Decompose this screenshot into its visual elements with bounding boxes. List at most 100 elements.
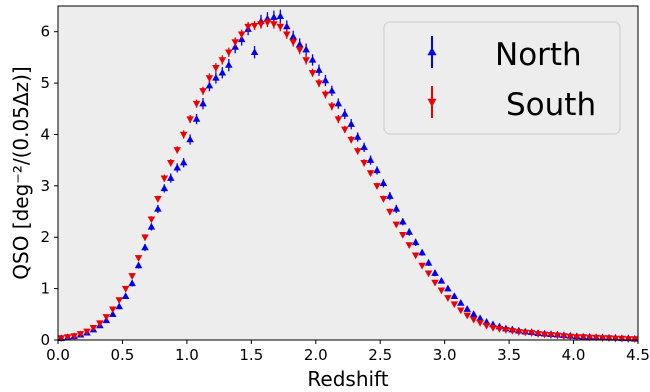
y-tick-label: 3 bbox=[40, 177, 50, 195]
legend-box bbox=[383, 21, 621, 135]
y-tick-label: 2 bbox=[40, 228, 50, 246]
data-point bbox=[270, 21, 278, 29]
data-point bbox=[463, 312, 471, 320]
x-tick-label: 3.0 bbox=[433, 346, 457, 364]
y-tick-label: 1 bbox=[40, 280, 50, 298]
data-point bbox=[154, 195, 162, 203]
data-point bbox=[540, 331, 549, 339]
plot-frame bbox=[57, 5, 639, 341]
data-point bbox=[283, 31, 291, 39]
data-point bbox=[295, 46, 304, 54]
data-point bbox=[76, 331, 85, 338]
data-point bbox=[321, 76, 330, 84]
data-point bbox=[160, 175, 169, 183]
y-axis-title: QSO [deg⁻²/(0.05Δz)] bbox=[9, 66, 33, 279]
data-point bbox=[598, 335, 607, 342]
data-point bbox=[508, 328, 517, 335]
x-tick-label: 1.5 bbox=[239, 346, 263, 364]
x-tick-label: 2.5 bbox=[368, 346, 392, 364]
data-point bbox=[450, 292, 459, 300]
legend-north-triangle bbox=[427, 47, 437, 56]
data-point bbox=[373, 166, 381, 174]
data-point bbox=[154, 204, 162, 212]
data-point bbox=[418, 262, 426, 270]
data-point bbox=[308, 55, 317, 63]
legend-south-label: South bbox=[506, 87, 596, 123]
data-point bbox=[399, 231, 407, 239]
data-point bbox=[437, 276, 446, 284]
legend-south-marker bbox=[427, 86, 437, 118]
data-point bbox=[186, 116, 194, 124]
data-point bbox=[134, 261, 143, 269]
x-tick-label: 4.5 bbox=[626, 346, 650, 364]
data-point bbox=[341, 126, 349, 134]
data-point bbox=[405, 242, 413, 249]
data-point bbox=[547, 332, 555, 339]
x-tick-label: 4.0 bbox=[562, 346, 586, 364]
data-point bbox=[353, 148, 362, 155]
data-point bbox=[553, 332, 562, 340]
data-point bbox=[205, 75, 214, 82]
data-point bbox=[186, 135, 194, 143]
data-point bbox=[521, 329, 529, 337]
data-point bbox=[431, 269, 439, 276]
data-point bbox=[405, 228, 413, 235]
data-point bbox=[411, 252, 420, 260]
data-point bbox=[386, 208, 394, 216]
data-point bbox=[192, 100, 201, 108]
data-point bbox=[134, 255, 143, 262]
data-point bbox=[121, 292, 130, 300]
data-point bbox=[225, 61, 233, 68]
data-point bbox=[366, 170, 375, 178]
data-point bbox=[121, 285, 130, 293]
data-point bbox=[212, 64, 220, 72]
data-point bbox=[366, 156, 375, 163]
data-point bbox=[605, 335, 613, 342]
y-tick-label: 4 bbox=[40, 125, 50, 143]
data-point bbox=[147, 222, 156, 230]
data-point bbox=[457, 307, 465, 315]
data-point bbox=[341, 109, 349, 117]
x-tick-label: 0.0 bbox=[46, 346, 70, 364]
data-point bbox=[515, 329, 523, 336]
data-point bbox=[450, 301, 459, 309]
data-point bbox=[141, 243, 149, 251]
data-point bbox=[431, 279, 439, 287]
data-point bbox=[283, 22, 291, 30]
data-point bbox=[109, 310, 117, 318]
x-tick-label: 0.5 bbox=[111, 346, 135, 364]
data-point bbox=[115, 297, 123, 304]
data-point bbox=[360, 160, 368, 167]
data-point bbox=[102, 314, 111, 321]
x-tick-label: 2.0 bbox=[304, 346, 328, 364]
x-axis-title: Redshift bbox=[307, 367, 388, 391]
data-point bbox=[128, 279, 136, 287]
data-point bbox=[179, 131, 188, 139]
x-tick-label: 3.5 bbox=[497, 346, 521, 364]
data-point bbox=[147, 216, 156, 224]
data-point bbox=[199, 88, 207, 95]
data-point bbox=[373, 183, 381, 190]
data-point bbox=[463, 305, 471, 312]
data-point bbox=[444, 295, 452, 302]
data-point bbox=[482, 322, 491, 330]
data-point bbox=[476, 314, 484, 322]
data-point bbox=[566, 333, 575, 341]
data-point bbox=[289, 39, 297, 47]
data-point bbox=[276, 12, 285, 19]
y-tick-label: 5 bbox=[40, 74, 50, 92]
data-point bbox=[83, 328, 91, 336]
data-point bbox=[302, 45, 310, 53]
data-point bbox=[244, 23, 252, 31]
data-point bbox=[295, 40, 304, 48]
data-point bbox=[411, 238, 420, 246]
data-point bbox=[469, 316, 478, 324]
data-point bbox=[392, 221, 401, 229]
data-point bbox=[353, 132, 362, 140]
legend: North South bbox=[383, 21, 621, 135]
data-point bbox=[315, 80, 323, 88]
data-point bbox=[592, 334, 600, 342]
data-point bbox=[534, 331, 542, 338]
y-tick-label: 6 bbox=[40, 23, 50, 41]
data-point bbox=[328, 86, 336, 94]
